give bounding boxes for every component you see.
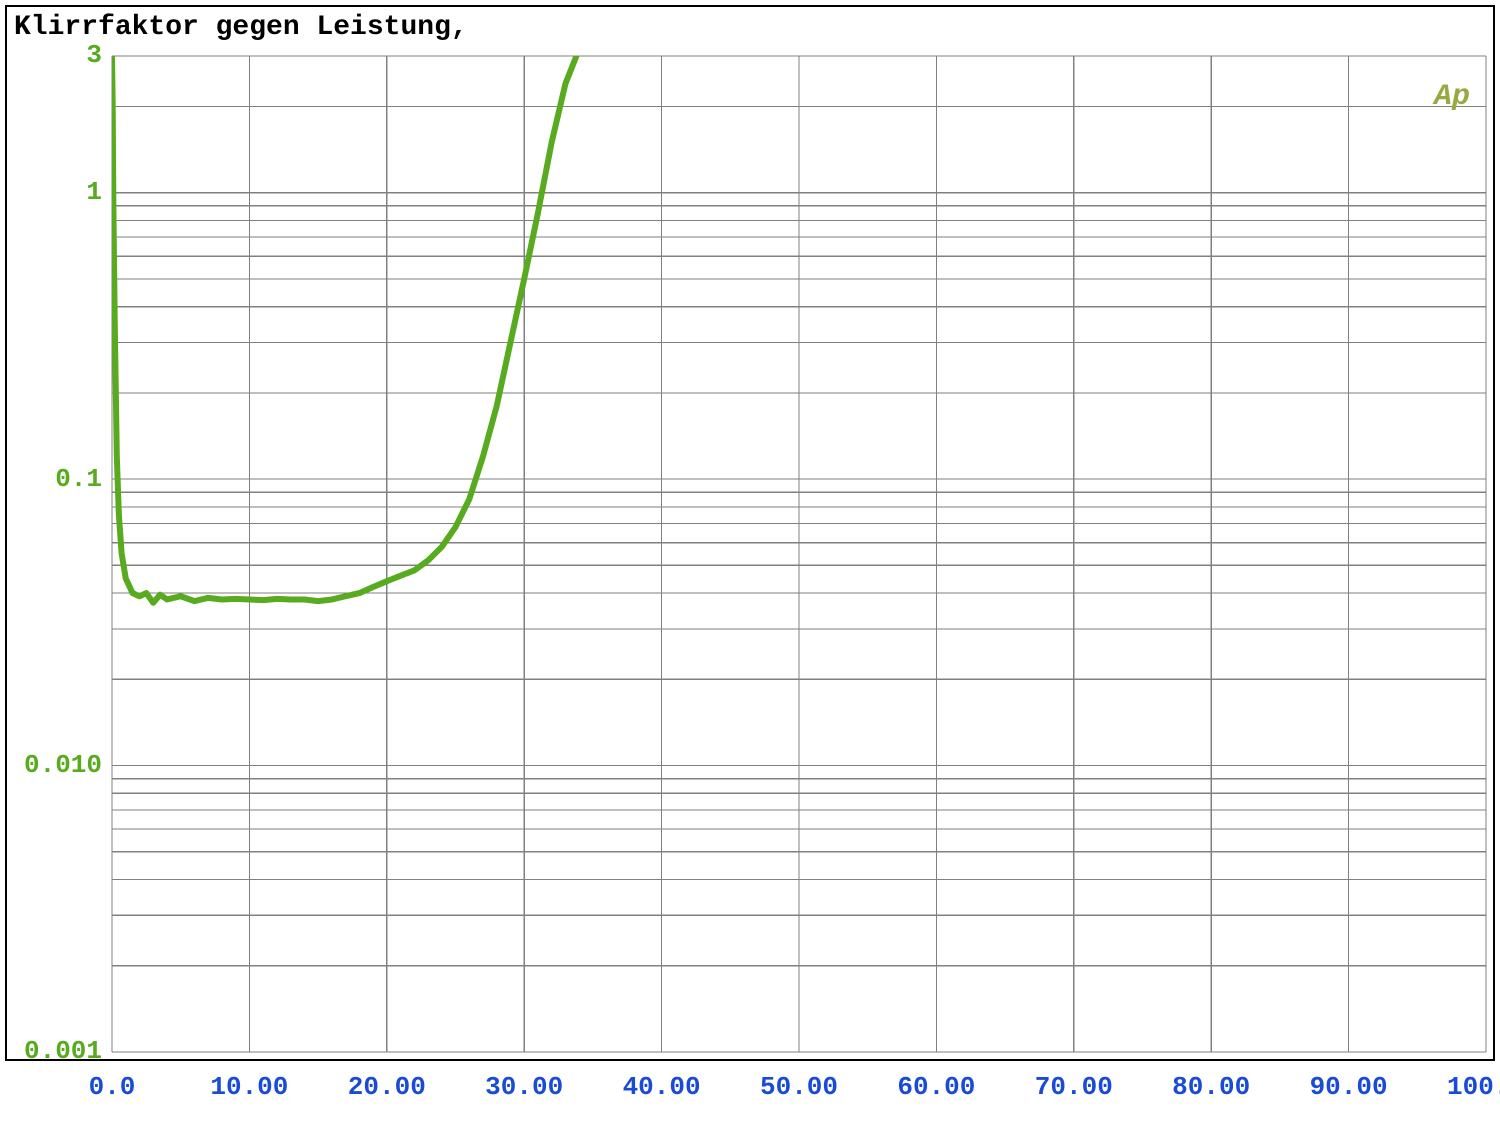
y-tick-label: 1 <box>86 177 102 207</box>
series-thd <box>112 56 576 603</box>
x-tick-label: 100.0 <box>1431 1072 1500 1102</box>
y-tick-label: 0.010 <box>24 750 102 780</box>
x-tick-label: 10.00 <box>194 1072 304 1102</box>
x-tick-label: 80.00 <box>1156 1072 1266 1102</box>
chart-title: Klirrfaktor gegen Leistung, <box>14 12 468 43</box>
x-tick-label: 30.00 <box>469 1072 579 1102</box>
x-tick-label: 50.00 <box>744 1072 854 1102</box>
outer-border <box>6 6 1494 1060</box>
y-tick-label: 0.001 <box>24 1036 102 1066</box>
x-tick-label: 0.0 <box>57 1072 167 1102</box>
y-tick-label: 3 <box>86 40 102 70</box>
x-tick-label: 20.00 <box>332 1072 442 1102</box>
x-tick-label: 60.00 <box>881 1072 991 1102</box>
watermark-ap: Ap <box>1434 80 1470 114</box>
x-tick-label: 70.00 <box>1019 1072 1129 1102</box>
x-tick-label: 40.00 <box>607 1072 717 1102</box>
x-tick-label: 90.00 <box>1294 1072 1404 1102</box>
y-tick-label: 0.1 <box>55 464 102 494</box>
